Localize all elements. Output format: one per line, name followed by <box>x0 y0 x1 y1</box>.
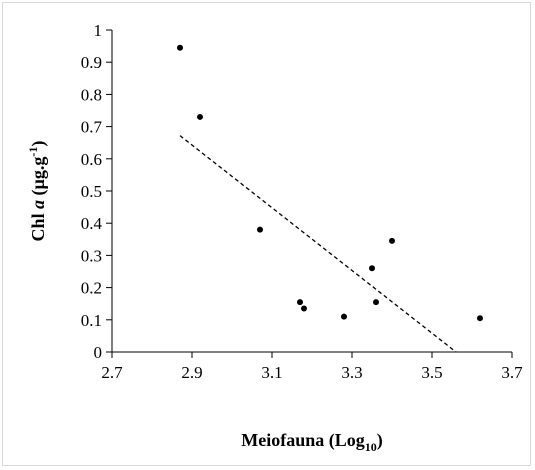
data-point <box>369 265 375 272</box>
y-tick-label: 0.8 <box>81 85 102 104</box>
data-point <box>297 299 303 306</box>
y-tick-label: 0.7 <box>81 118 103 137</box>
x-axis-title-end: ) <box>377 430 383 451</box>
y-axis-title-prefix: Chl <box>28 209 48 242</box>
x-axis-title: Meiofauna (Log10) <box>241 430 383 454</box>
data-point <box>341 313 347 320</box>
x-tick-label: 2.9 <box>181 363 202 382</box>
y-tick-label: 1 <box>94 21 103 40</box>
y-tick-label: 0.5 <box>81 182 102 201</box>
y-axis-title-unit: (µg.g <box>28 157 49 200</box>
y-axis-title-end: ) <box>28 141 49 147</box>
data-point <box>373 299 379 306</box>
data-point <box>257 226 263 233</box>
axes <box>106 29 513 358</box>
chart-frame <box>2 2 531 466</box>
trendline <box>179 135 457 353</box>
y-tick-label: 0.6 <box>81 150 102 169</box>
data-point <box>389 237 395 244</box>
y-tick-label: 0.9 <box>81 53 102 72</box>
data-point <box>301 305 307 312</box>
x-axis-title-sub: 10 <box>365 440 377 454</box>
y-tick-label: 0.1 <box>81 311 102 330</box>
y-axis-title-sup: -1 <box>26 147 40 157</box>
x-axis-title-main: Meiofauna (Log <box>241 430 365 451</box>
y-tick-label: 0 <box>94 343 103 362</box>
data-point <box>477 315 483 322</box>
data-point <box>197 113 203 120</box>
x-tick-label: 3.5 <box>421 363 442 382</box>
y-tick-labels: 0 0.1 0.2 0.3 0.4 0.5 0.6 0.7 0.8 0.9 1 <box>81 21 103 362</box>
y-tick-label: 0.3 <box>81 246 102 265</box>
y-axis-title-italic: a <box>28 200 48 209</box>
x-tick-label: 3.7 <box>501 363 523 382</box>
x-tick-label: 3.1 <box>261 363 282 382</box>
y-tick-label: 0.4 <box>81 214 103 233</box>
y-tick-label: 0.2 <box>81 279 102 298</box>
data-point <box>177 44 183 51</box>
y-axis-title: Chl a (µg.g-1) <box>26 141 49 242</box>
data-points <box>177 44 483 322</box>
x-tick-labels: 2.7 2.9 3.1 3.3 3.5 3.7 <box>101 363 523 382</box>
x-tick-label: 2.7 <box>101 363 123 382</box>
x-tick-label: 3.3 <box>341 363 362 382</box>
